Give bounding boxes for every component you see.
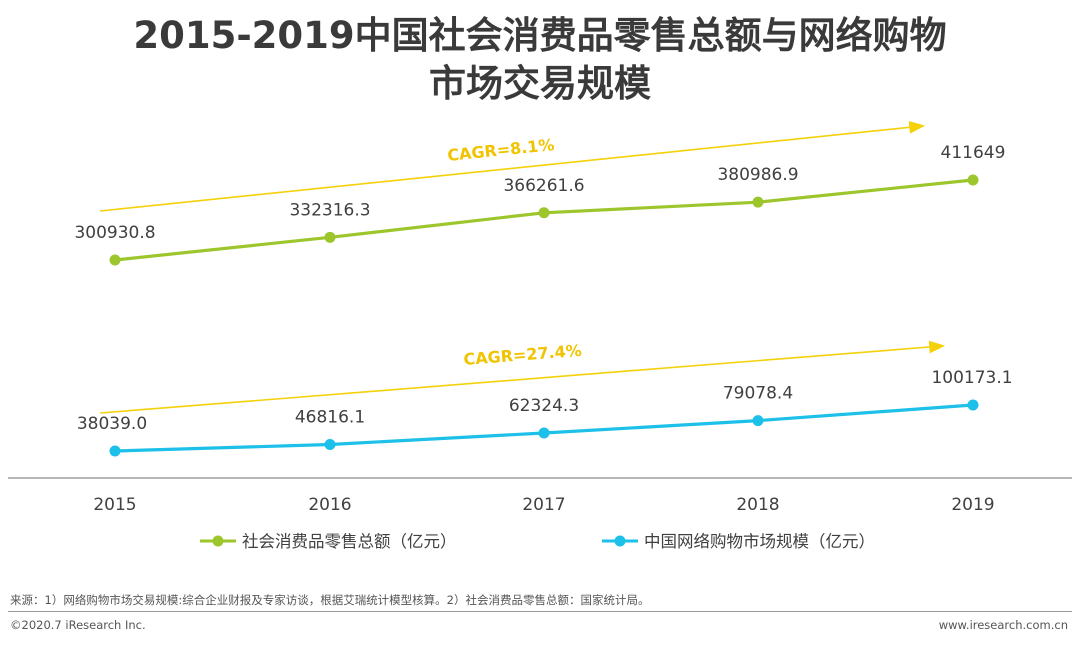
data-label: 79078.4 [723,384,793,404]
cagr-arrow [99,120,926,212]
data-label: 38039.0 [77,414,147,434]
data-label: 366261.6 [503,176,584,196]
footer-divider [8,611,1072,612]
data-label: 380986.9 [717,165,798,185]
data-label: 332316.3 [289,200,370,220]
data-point [109,445,121,457]
data-point [752,196,764,208]
chart-title: 2015-2019中国社会消费品零售总额与网络购物 市场交易规模 [0,12,1080,108]
chart-title-line2: 市场交易规模 [429,62,651,105]
cagr-arrow [99,340,946,414]
x-tick-label: 2019 [951,495,994,515]
data-label: 411649 [941,143,1006,163]
data-point [967,174,979,186]
data-point [538,207,550,219]
data-label: 300930.8 [74,223,155,243]
data-label: 46816.1 [295,408,365,428]
data-point [538,427,550,439]
data-label: 62324.3 [509,396,579,416]
data-point [324,231,336,243]
data-point [752,415,764,427]
data-label: 100173.1 [931,368,1012,388]
x-tick-label: 2018 [736,495,779,515]
legend-swatch-marker [614,535,626,547]
x-tick-label: 2017 [522,495,565,515]
copyright-text: ©2020.7 iResearch Inc. [10,618,146,632]
cagr-annotation: CAGR=8.1% [446,135,555,165]
legend-label: 社会消费品零售总额（亿元） [242,532,457,551]
data-point [967,399,979,411]
data-point [109,254,121,266]
chart-title-line1: 2015-2019中国社会消费品零售总额与网络购物 [133,14,947,57]
legend-swatch-marker [212,535,224,547]
data-point [324,439,336,451]
source-note: 来源：1）网络购物市场交易规模:综合企业财报及专家访谈，根据艾瑞统计模型核算。2… [10,593,650,607]
x-tick-label: 2015 [93,495,136,515]
legend-label: 中国网络购物市场规模（亿元） [644,532,875,551]
cagr-annotation: CAGR=27.4% [463,341,583,369]
website-link[interactable]: www.iresearch.com.cn [938,618,1068,632]
x-tick-label: 2016 [308,495,351,515]
